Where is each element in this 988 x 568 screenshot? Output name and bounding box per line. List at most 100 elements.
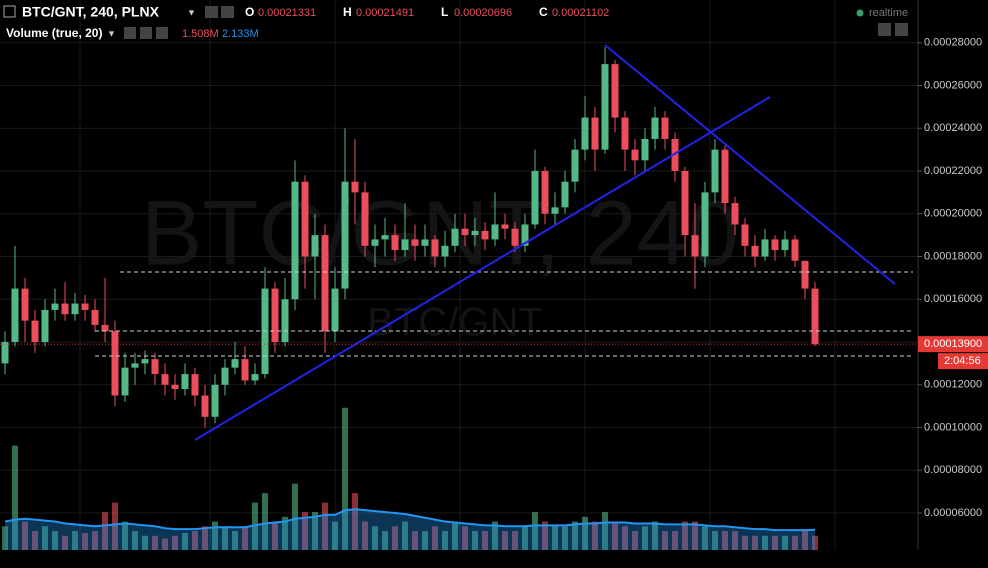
candle-body (121, 367, 129, 396)
grid (0, 42, 918, 514)
candle-body (791, 239, 799, 261)
volume-bar (472, 531, 478, 550)
candle-body (211, 384, 219, 417)
volume-bar (112, 502, 118, 550)
volume-eye[interactable] (124, 27, 136, 39)
volume-bar (62, 535, 68, 550)
last-price-box (918, 336, 988, 353)
volume-bar (582, 516, 588, 550)
scroll-button[interactable] (895, 23, 908, 36)
countdown-box (938, 353, 988, 370)
candle-body (511, 228, 519, 246)
volume-bar (122, 521, 128, 550)
candle-body (591, 117, 599, 150)
candle-body (721, 149, 729, 204)
menu-icon[interactable] (3, 5, 16, 18)
volume-bar (762, 535, 768, 550)
candle-body (481, 230, 489, 240)
volume-bar (732, 531, 738, 550)
scroll-button[interactable] (878, 23, 891, 36)
volume-bar (192, 531, 198, 550)
volume-bar (262, 493, 268, 550)
volume-legend[interactable]: Volume (true, 20) (6, 26, 102, 40)
volume-bar (502, 531, 508, 550)
candle-body (781, 239, 789, 251)
volume-bar (662, 531, 668, 550)
volume-bar (722, 531, 728, 550)
candle-body (391, 235, 399, 251)
candles (1, 47, 819, 428)
volume-bar (322, 502, 328, 550)
candle-body (231, 359, 239, 368)
volume-bar (222, 526, 228, 550)
candle-body (521, 224, 529, 246)
candle-body (641, 138, 649, 161)
volume-bar (232, 531, 238, 550)
candle-body (171, 384, 179, 390)
candle-body (491, 224, 499, 240)
candle-body (401, 239, 409, 251)
candle-body (411, 239, 419, 246)
candle-body (251, 374, 259, 381)
candle-body (811, 288, 819, 345)
volume-bar (462, 526, 468, 550)
candle-body (91, 309, 99, 325)
volume-bar (202, 526, 208, 550)
volume-bar (142, 535, 148, 550)
candle-body (421, 239, 429, 246)
candle-body (181, 374, 189, 390)
y-tick-label: 0.00012000 (924, 379, 982, 391)
volume-bar (752, 535, 758, 550)
volume-bar (292, 483, 298, 550)
volume-bar (132, 531, 138, 550)
volume-bar (152, 535, 158, 550)
candle-body (751, 245, 759, 257)
candle-body (461, 228, 469, 236)
volume-bar (162, 538, 168, 550)
volume-dropdown[interactable]: ▼ (107, 28, 116, 38)
volume-bar (352, 493, 358, 550)
volume-bar (432, 526, 438, 550)
candle-body (341, 181, 349, 289)
volume-pane (2, 407, 818, 550)
candle-body (651, 117, 659, 139)
volume-settings[interactable] (140, 27, 152, 39)
volume-bar (632, 531, 638, 550)
candle-body (771, 239, 779, 251)
volume-bar (642, 526, 648, 550)
candle-body (191, 374, 199, 396)
ohlc-key: O (245, 5, 254, 19)
volume-bar (602, 512, 608, 550)
volume-close[interactable] (156, 27, 168, 39)
candle-body (21, 288, 29, 321)
trend-line[interactable] (604, 44, 896, 285)
volume-bar (542, 521, 548, 550)
candle-body (681, 171, 689, 236)
candle-body (201, 395, 209, 417)
volume-bar (682, 521, 688, 550)
trend-line[interactable] (194, 96, 771, 441)
candle-body (371, 239, 379, 246)
ohlc-key: C (539, 5, 548, 19)
watermark-sub: BTC/GNT (367, 301, 543, 345)
volume-bar (492, 521, 498, 550)
y-tick-label: 0.00016000 (924, 293, 982, 305)
format-button[interactable] (221, 6, 234, 18)
symbol-dropdown[interactable]: ▼ (187, 7, 196, 17)
candle-body (531, 171, 539, 225)
candle-body (621, 117, 629, 150)
ohlc-value: 0.00021102 (552, 7, 609, 19)
volume-bar (362, 521, 368, 550)
symbol[interactable]: BTC/GNT, 240, PLNX (22, 4, 160, 20)
settings-button[interactable] (205, 6, 218, 18)
volume-bar (392, 526, 398, 550)
volume-bar (382, 531, 388, 550)
volume-bar (342, 407, 348, 550)
ohlc-key: L (441, 5, 448, 19)
candle-body (431, 239, 439, 257)
volume-bar (592, 521, 598, 550)
volume-bar (812, 535, 818, 550)
